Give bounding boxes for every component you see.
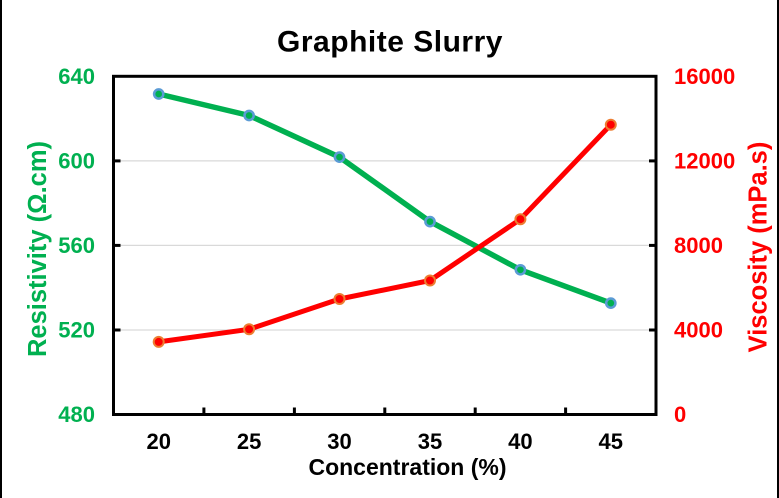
svg-text:600: 600: [58, 149, 95, 174]
svg-text:40: 40: [508, 429, 532, 454]
svg-text:8000: 8000: [674, 233, 723, 258]
svg-text:Viscosity (mPa.s): Viscosity (mPa.s): [745, 142, 773, 353]
svg-text:35: 35: [418, 429, 442, 454]
svg-text:45: 45: [599, 429, 623, 454]
svg-text:0: 0: [674, 402, 686, 427]
svg-text:Graphite Slurry: Graphite Slurry: [277, 26, 503, 59]
svg-text:20: 20: [146, 429, 170, 454]
svg-text:640: 640: [58, 64, 95, 89]
svg-text:4000: 4000: [674, 318, 723, 343]
svg-text:12000: 12000: [674, 149, 735, 174]
svg-text:30: 30: [327, 429, 351, 454]
svg-text:Concentration (%): Concentration (%): [308, 454, 506, 480]
svg-text:560: 560: [58, 233, 95, 258]
svg-text:520: 520: [58, 318, 95, 343]
svg-text:480: 480: [58, 402, 95, 427]
svg-text:25: 25: [237, 429, 261, 454]
svg-text:Resistivity (Ω.cm): Resistivity (Ω.cm): [24, 141, 52, 357]
svg-text:16000: 16000: [674, 64, 735, 89]
